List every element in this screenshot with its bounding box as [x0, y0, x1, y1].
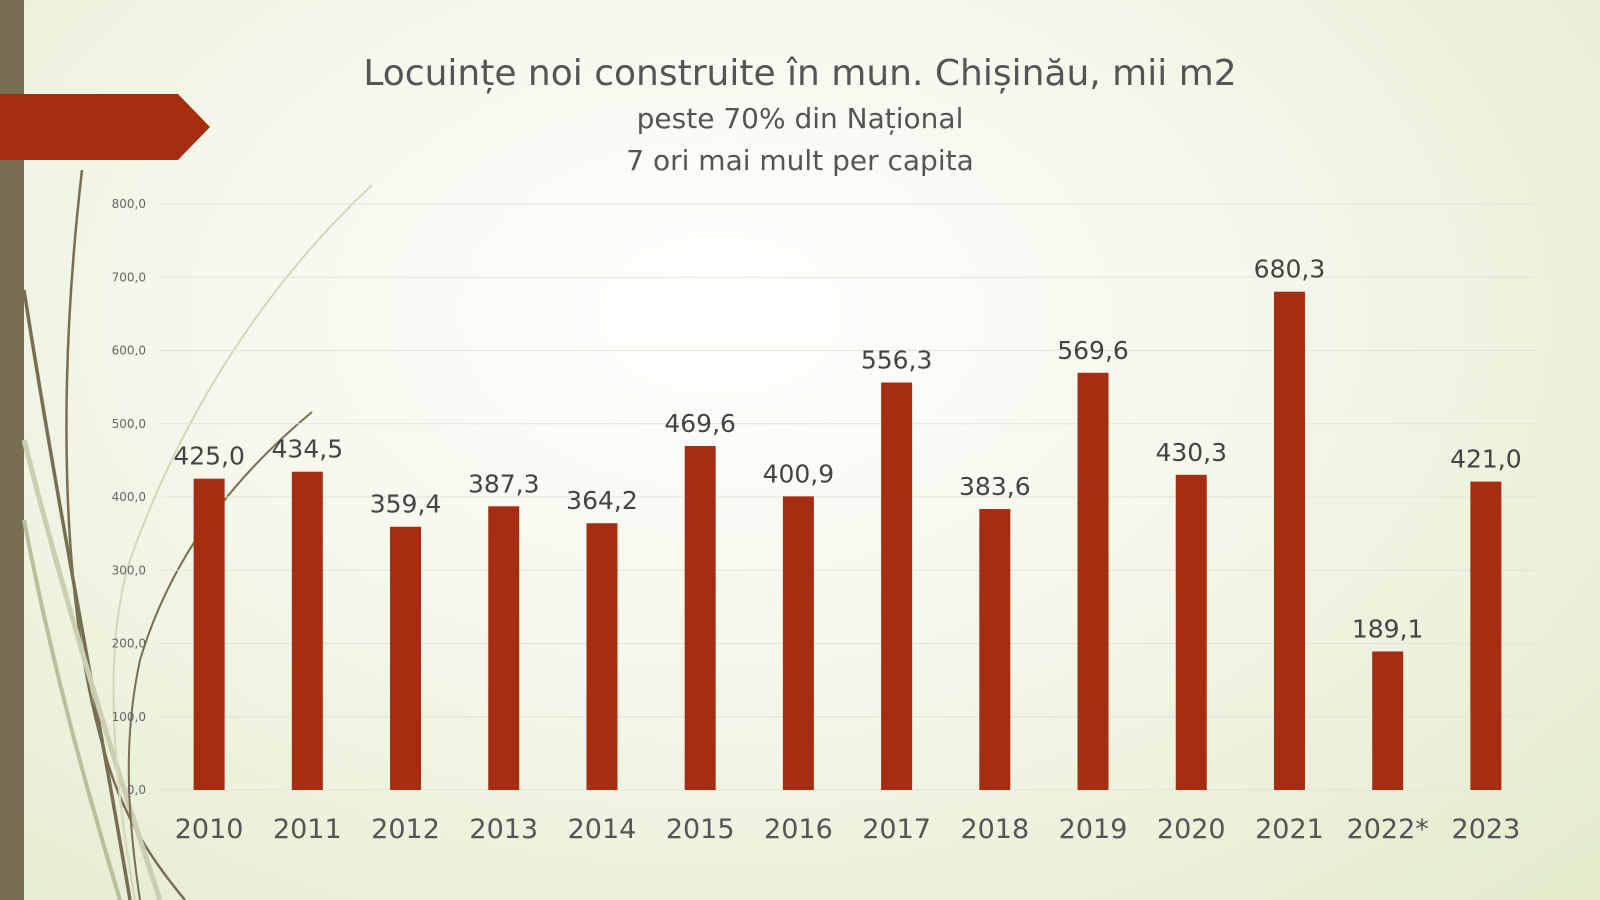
- bar: [1470, 481, 1502, 790]
- x-tick-label: 2011: [273, 814, 342, 845]
- data-label: 421,0: [1450, 445, 1522, 474]
- x-tick-label: 2023: [1452, 814, 1521, 845]
- y-tick-label: 700,0: [112, 270, 146, 284]
- bar: [291, 471, 323, 790]
- bar: [979, 509, 1011, 790]
- y-tick-label: 300,0: [112, 563, 146, 577]
- bar: [193, 478, 225, 790]
- bar: [881, 382, 913, 790]
- data-label: 364,2: [566, 486, 638, 515]
- bar: [1273, 291, 1305, 790]
- data-label: 387,3: [468, 469, 540, 498]
- chart-subtitle-2: 7 ori mai mult per capita: [626, 144, 974, 177]
- bar: [782, 496, 814, 790]
- y-tick-label: 200,0: [112, 637, 146, 651]
- data-label: 556,3: [861, 346, 933, 375]
- x-tick-label: 2012: [371, 814, 440, 845]
- x-tick-label: 2022*: [1347, 814, 1429, 845]
- data-label: 359,4: [370, 490, 442, 519]
- y-tick-label: 100,0: [112, 710, 146, 724]
- y-tick-label: 500,0: [112, 417, 146, 431]
- chart-title: Locuințe noi construite în mun. Chișinău…: [363, 53, 1237, 94]
- data-label: 434,5: [272, 435, 344, 464]
- y-tick-label: 800,0: [112, 197, 146, 211]
- x-tick-label: 2018: [960, 814, 1029, 845]
- data-label: 189,1: [1352, 614, 1424, 643]
- x-tick-label: 2021: [1255, 814, 1324, 845]
- chart-subtitle-1: peste 70% din Național: [636, 102, 964, 135]
- data-label: 680,3: [1254, 255, 1326, 284]
- x-tick-label: 2019: [1059, 814, 1128, 845]
- data-label: 469,6: [664, 409, 736, 438]
- bar: [586, 523, 618, 790]
- bar: [488, 506, 520, 790]
- data-label: 425,0: [173, 442, 245, 471]
- x-tick-label: 2016: [764, 814, 833, 845]
- bar: [390, 526, 422, 790]
- x-tick-label: 2010: [175, 814, 244, 845]
- bar: [1175, 474, 1207, 790]
- y-tick-label: 600,0: [112, 344, 146, 358]
- data-label: 383,6: [959, 472, 1031, 501]
- data-label: 569,6: [1057, 336, 1129, 365]
- data-label: 400,9: [763, 459, 835, 488]
- bar: [684, 446, 716, 790]
- data-label: 430,3: [1155, 438, 1227, 467]
- y-tick-label: 0,0: [127, 783, 146, 797]
- x-tick-label: 2014: [568, 814, 637, 845]
- bar: [1077, 372, 1109, 790]
- x-tick-label: 2013: [469, 814, 538, 845]
- y-tick-label: 400,0: [112, 490, 146, 504]
- bar: [1372, 651, 1404, 790]
- x-tick-label: 2017: [862, 814, 931, 845]
- title-block: Locuințe noi construite în mun. Chișinău…: [0, 50, 1600, 182]
- x-tick-label: 2020: [1157, 814, 1226, 845]
- x-tick-label: 2015: [666, 814, 735, 845]
- arrow-tab: [0, 94, 210, 160]
